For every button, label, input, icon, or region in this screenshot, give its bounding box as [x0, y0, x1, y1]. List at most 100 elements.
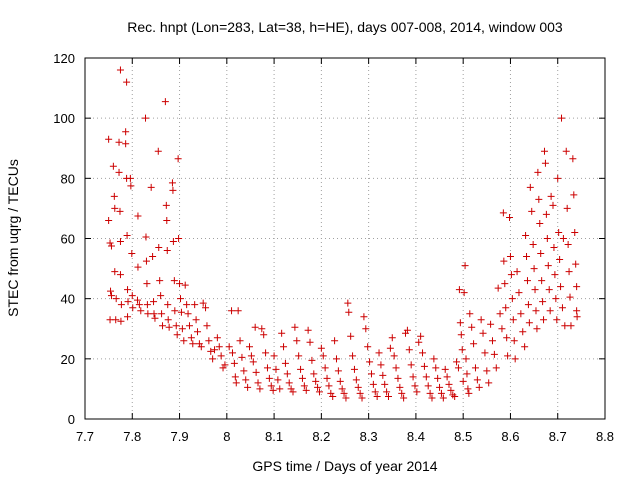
data-point	[122, 128, 130, 136]
data-point	[236, 337, 244, 345]
data-point	[175, 235, 183, 242]
data-point	[475, 383, 483, 391]
data-point	[513, 268, 521, 276]
x-tick-label: 7.7	[76, 429, 94, 444]
data-point	[280, 343, 288, 351]
data-point	[169, 186, 177, 194]
data-point	[449, 391, 457, 399]
data-point	[106, 239, 114, 247]
data-point	[356, 389, 364, 397]
x-tick-label: 8.6	[501, 429, 519, 444]
data-point	[298, 374, 306, 382]
data-point	[546, 307, 554, 315]
data-point	[150, 298, 158, 306]
data-point	[289, 388, 297, 396]
data-point	[112, 316, 120, 324]
data-points	[105, 66, 581, 402]
x-tick-label: 8.8	[596, 429, 614, 444]
data-point	[158, 310, 166, 318]
data-point	[420, 362, 428, 370]
data-point	[567, 322, 575, 330]
data-point	[228, 307, 236, 315]
data-point	[400, 394, 408, 402]
data-point	[347, 332, 355, 340]
data-point	[502, 304, 510, 312]
data-point	[334, 367, 342, 375]
data-point	[124, 313, 132, 321]
y-tick-label: 20	[61, 352, 75, 367]
data-point	[466, 310, 474, 318]
data-point	[500, 257, 508, 265]
chart-title: Rec. hnpt (Lon=283, Lat=38, h=HE), days …	[127, 19, 563, 35]
data-point	[116, 66, 124, 74]
data-point	[197, 343, 205, 351]
data-point	[492, 364, 500, 372]
data-point	[534, 168, 542, 176]
data-point	[171, 307, 179, 315]
data-point	[285, 379, 293, 387]
data-point	[422, 373, 430, 381]
data-point	[105, 135, 113, 143]
y-tick-label: 80	[61, 171, 75, 186]
data-point	[323, 374, 331, 382]
data-point	[342, 394, 350, 402]
data-point	[181, 281, 189, 289]
data-point	[143, 280, 151, 288]
data-point	[174, 155, 182, 163]
data-point	[531, 286, 539, 294]
data-point	[496, 310, 504, 318]
data-point	[217, 352, 225, 360]
data-point	[272, 365, 280, 373]
data-point	[242, 376, 250, 384]
data-point	[312, 377, 320, 385]
data-point	[107, 292, 115, 300]
data-point	[555, 228, 563, 236]
data-point	[566, 293, 574, 301]
data-point	[545, 286, 553, 294]
data-point	[265, 374, 273, 382]
data-point	[511, 355, 519, 363]
data-point	[441, 365, 449, 373]
data-point	[149, 253, 157, 261]
data-point	[485, 379, 493, 387]
data-point	[116, 207, 124, 215]
data-point	[569, 155, 577, 163]
y-tick-label: 0	[68, 412, 75, 427]
grid-lines	[85, 58, 605, 419]
data-point	[170, 277, 178, 285]
data-point	[507, 271, 515, 279]
data-point	[508, 295, 516, 303]
data-point	[187, 334, 195, 342]
data-point	[172, 322, 180, 330]
data-point	[523, 277, 531, 285]
data-point	[150, 310, 158, 318]
data-point	[240, 367, 248, 375]
data-point	[163, 216, 171, 224]
data-point	[123, 231, 131, 239]
data-point	[515, 289, 523, 297]
data-point	[297, 365, 305, 373]
data-point	[535, 195, 543, 203]
data-point	[325, 382, 333, 390]
data-point	[225, 343, 233, 351]
data-point	[244, 383, 252, 391]
data-point	[483, 367, 491, 375]
data-point	[107, 242, 115, 250]
data-point	[247, 352, 255, 360]
data-point	[471, 364, 479, 372]
data-point	[213, 334, 221, 342]
data-point	[327, 389, 335, 397]
data-point	[379, 371, 387, 379]
data-point	[554, 174, 562, 182]
data-point	[195, 340, 203, 348]
data-point	[116, 238, 124, 246]
data-point	[447, 386, 455, 394]
data-point	[315, 388, 323, 396]
data-point	[439, 394, 447, 402]
data-point	[562, 147, 570, 155]
data-point	[350, 365, 358, 373]
data-point	[283, 370, 291, 378]
data-point	[274, 376, 282, 384]
data-point	[386, 344, 394, 352]
